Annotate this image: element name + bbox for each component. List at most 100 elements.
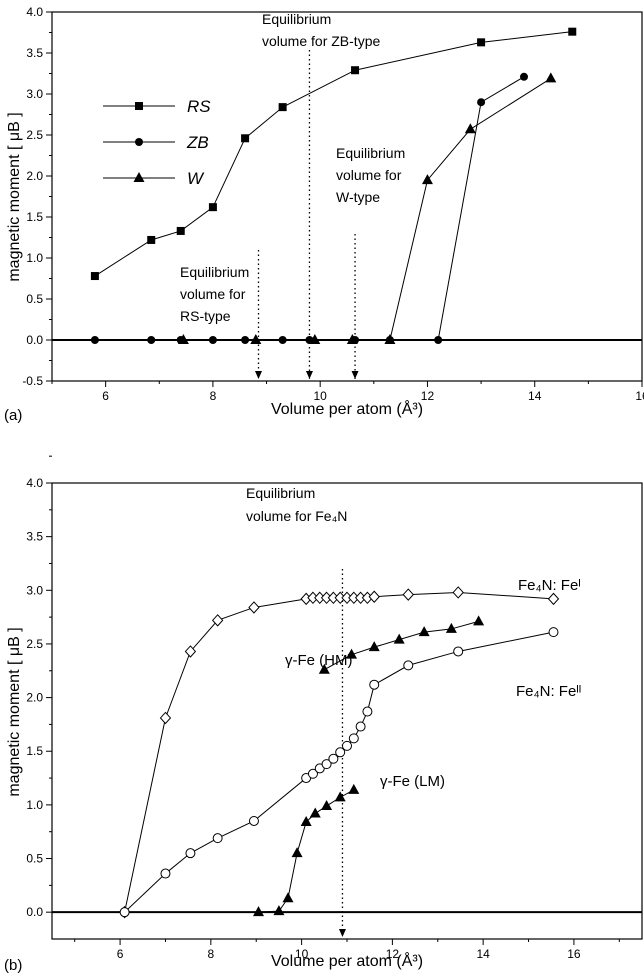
point-w-5 bbox=[384, 334, 396, 344]
x-tick-label-16: 16 bbox=[567, 947, 581, 961]
point-fe4n-feii-14 bbox=[355, 721, 366, 732]
point-w-4 bbox=[346, 334, 358, 344]
x-axis-label-a: Volume per atom (Å³) bbox=[271, 399, 423, 418]
point-fe4n-fei-2 bbox=[159, 711, 172, 725]
annotation-2-line-3: W-type bbox=[336, 189, 380, 205]
series-line-fe4n-feii bbox=[124, 631, 554, 913]
point-fe-lm-9 bbox=[348, 783, 360, 794]
series-w bbox=[177, 72, 557, 344]
y-tick-label-3-5: 3.5 bbox=[26, 530, 43, 544]
x-tick-label-10: 10 bbox=[314, 389, 328, 403]
point-fe4n-fei-19 bbox=[547, 592, 560, 606]
y-tick-label-3-0: 3.0 bbox=[26, 583, 43, 597]
point-fe4n-feii-16 bbox=[369, 679, 380, 690]
point-fe-lm-4 bbox=[291, 847, 303, 858]
point-fe-hm-1 bbox=[318, 663, 330, 674]
series-a bbox=[90, 27, 577, 344]
y-tick-label-0-0: 0.0 bbox=[26, 905, 43, 919]
annotation-1-line-1: Equilibrium bbox=[262, 11, 331, 27]
point-fe-lm-2 bbox=[273, 905, 285, 916]
y-tick-label-4-0: 4.0 bbox=[26, 476, 43, 490]
x-tick-label-8: 8 bbox=[210, 389, 217, 403]
point-rs-3 bbox=[176, 226, 185, 235]
point-w-8 bbox=[545, 72, 557, 83]
equilibrium-lines-a bbox=[255, 50, 359, 379]
point-fe4n-feii-9 bbox=[321, 759, 332, 770]
point-fe-hm-5 bbox=[418, 626, 430, 637]
point-w-2 bbox=[250, 334, 262, 344]
point-fe4n-feii-7 bbox=[307, 768, 318, 779]
point-fe4n-feii-3 bbox=[185, 848, 196, 859]
series-rs bbox=[90, 27, 577, 281]
point-zb-12 bbox=[520, 72, 528, 81]
series-labels-b: Fe₄N: Feᴵ Fe₄N: Feᴵᴵ γ-Fe (HM) γ-Fe (LM) bbox=[285, 577, 581, 790]
point-zb-2 bbox=[147, 336, 156, 344]
y-tick-label-0-5: 0.5 bbox=[26, 852, 43, 866]
point-w-7 bbox=[464, 123, 476, 134]
y-tick-label-1-0: 1.0 bbox=[26, 251, 43, 265]
annotation-b-1-line-1: Equilibrium bbox=[246, 485, 315, 501]
x-tick-label-8: 8 bbox=[208, 947, 215, 961]
point-fe-hm-7 bbox=[473, 615, 485, 626]
point-fe4n-fei-16 bbox=[368, 590, 380, 603]
y-tick-label-2-0: 2.0 bbox=[26, 691, 43, 705]
point-fe-hm-4 bbox=[393, 633, 405, 644]
series-line-fe-lm bbox=[258, 789, 355, 913]
point-fe4n-feii-12 bbox=[342, 740, 352, 751]
annotation-3-line-2: volume for bbox=[180, 286, 246, 302]
equilibrium-lines-b bbox=[338, 569, 346, 937]
point-fe-lm-3 bbox=[282, 892, 294, 903]
point-fe4n-feii-4 bbox=[212, 833, 223, 844]
annotation-3-line-1: Equilibrium bbox=[180, 264, 249, 280]
equilibrium-arrow-2 bbox=[351, 371, 359, 379]
point-zb-10 bbox=[434, 336, 443, 344]
x-tick-label-12: 12 bbox=[421, 389, 435, 403]
point-fe-lm-1 bbox=[253, 906, 264, 917]
x-tick-label-16: 16 bbox=[635, 389, 644, 403]
series-line-w bbox=[183, 77, 552, 341]
point-fe4n-feii-17 bbox=[403, 660, 414, 671]
point-w-1 bbox=[177, 334, 189, 344]
series-fe-lm bbox=[253, 783, 360, 917]
legend-marker-w bbox=[133, 172, 145, 182]
point-fe-hm-2 bbox=[346, 648, 358, 659]
point-fe4n-fei-18 bbox=[452, 586, 464, 599]
legend-label-rs: RS bbox=[187, 97, 211, 116]
series-label-2: Fe₄N: Feᴵᴵ bbox=[516, 683, 581, 700]
legend-label-w: W bbox=[187, 169, 205, 188]
point-fe4n-feii-19 bbox=[548, 627, 559, 638]
x-tick-label-14: 14 bbox=[476, 947, 490, 961]
point-rs-9 bbox=[568, 27, 577, 36]
point-w-6 bbox=[421, 174, 433, 185]
annotation-3-line-3: RS-type bbox=[180, 308, 231, 324]
point-fe-hm-3 bbox=[368, 641, 380, 652]
x-tick-label-6: 6 bbox=[117, 947, 124, 961]
point-rs-6 bbox=[278, 103, 287, 112]
x-tick-label-10: 10 bbox=[295, 947, 309, 961]
x-tick-label-6: 6 bbox=[102, 389, 109, 403]
panel-label-a: (a) bbox=[4, 407, 22, 424]
point-rs-8 bbox=[477, 38, 486, 47]
y-tick-label-2-5: 2.5 bbox=[26, 128, 43, 142]
plot-frame-b bbox=[51, 482, 643, 940]
x-tick-label-14: 14 bbox=[528, 389, 542, 403]
x-axis-label-b: Volume per atom (Å³) bbox=[271, 951, 423, 970]
ticks-a: 6 8 10 12 14 16 -0.5 0.0 0.5 1.0 1.5 2.0 2.5 3.0 3.5 4.… bbox=[22, 5, 644, 403]
point-fe-lm-5 bbox=[300, 816, 312, 827]
y-tick-label-3-0: 3.0 bbox=[26, 87, 43, 101]
series-label-3: γ-Fe (HM) bbox=[285, 652, 353, 669]
y-axis-label-a: magnetic moment [ μB ] bbox=[6, 112, 23, 281]
panel-label-b: (b) bbox=[4, 957, 22, 974]
point-rs-1 bbox=[90, 272, 99, 281]
series-line-rs bbox=[94, 31, 573, 277]
point-fe4n-fei-17 bbox=[402, 588, 414, 601]
ticks-b: 6 8 10 12 14 16 0.0 0.5 1.0 1.5 2.0 2.5 3.0 3.5 4.0 bbox=[26, 455, 620, 961]
point-zb-11 bbox=[477, 98, 486, 107]
point-fe4n-feii-5 bbox=[248, 815, 259, 826]
point-w-3 bbox=[309, 334, 321, 344]
point-fe-hm-6 bbox=[445, 622, 457, 633]
y-tick-label-1-5: 1.5 bbox=[26, 210, 43, 224]
y-tick-label-1-5: 1.5 bbox=[26, 744, 43, 758]
legend-a: RS ZB W bbox=[103, 97, 211, 188]
y-tick-label-2-5: 2.5 bbox=[26, 637, 43, 651]
